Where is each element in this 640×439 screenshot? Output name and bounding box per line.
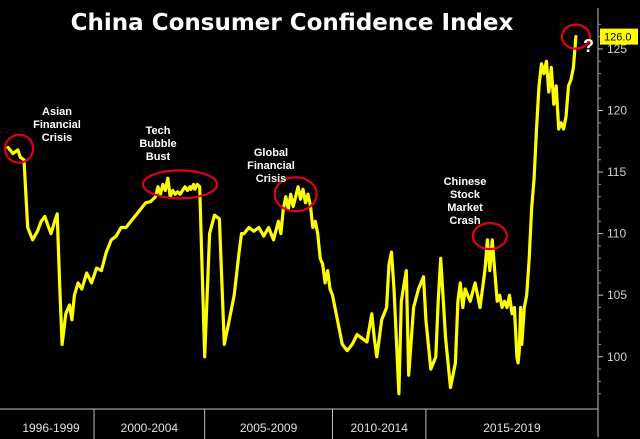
global-financial-crisis-label: Global <box>254 147 288 159</box>
chinese-stock-market-crash-label: Chinese <box>444 176 487 188</box>
asian-financial-crisis-circle <box>3 133 35 164</box>
x-tick-label: 2000-2004 <box>121 421 179 435</box>
x-tick-label: 1996-1999 <box>22 421 80 435</box>
latest-value-circle <box>560 23 591 50</box>
y-tick-label: 120 <box>607 104 627 118</box>
asian-financial-crisis-label: Financial <box>33 119 81 131</box>
asian-financial-crisis-label: Asian <box>42 106 72 118</box>
tech-bubble-bust-label: Bubble <box>139 138 176 150</box>
y-tick-label: 125 <box>607 42 627 56</box>
y-tick-label: 100 <box>607 350 627 364</box>
chinese-stock-market-crash-label: Stock <box>450 189 481 201</box>
x-tick-label: 2005-2009 <box>240 421 298 435</box>
axes: 100 105 110 115 120 125 1996-1999 2000-2004 2005… <box>0 8 627 439</box>
y-tick-label: 105 <box>607 288 627 302</box>
x-tick-label: 2015-2019 <box>483 421 541 435</box>
x-tick-label: 2010-2014 <box>351 421 409 435</box>
question-mark: ? <box>583 36 594 56</box>
chinese-stock-market-crash-label: Crash <box>449 215 480 227</box>
global-financial-crisis-label: Financial <box>247 160 295 172</box>
global-financial-crisis-label: Crisis <box>256 173 287 185</box>
last-value-tag <box>600 28 638 45</box>
y-tick-label: 115 <box>607 165 626 179</box>
tech-bubble-bust-circle <box>141 169 219 200</box>
last-value-label: 126.0 <box>604 32 632 44</box>
global-financial-crisis-circle <box>273 176 318 213</box>
asian-financial-crisis-label: Crisis <box>42 132 73 144</box>
tech-bubble-bust-label: Bust <box>146 151 171 163</box>
chinese-stock-market-crash-label: Market <box>447 202 483 214</box>
tech-bubble-bust-label: Tech <box>146 125 171 137</box>
chart-title: China Consumer Confidence Index <box>71 10 514 36</box>
y-tick-label: 110 <box>607 227 626 241</box>
chinese-stock-market-crash-circle <box>471 221 508 251</box>
